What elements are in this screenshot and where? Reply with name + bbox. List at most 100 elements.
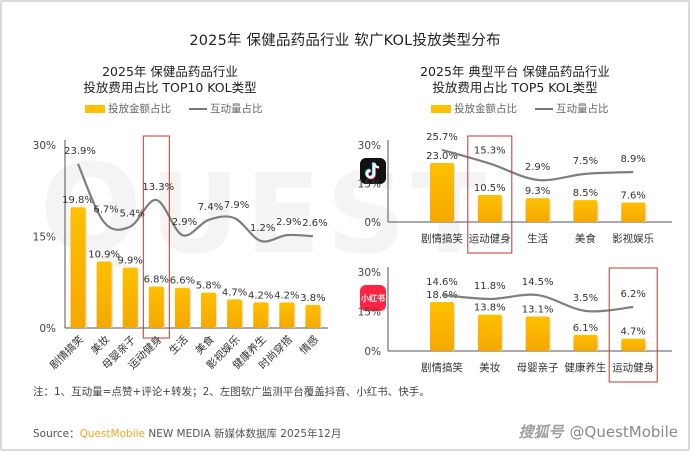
bar-value-label: 13.8% — [474, 303, 506, 314]
line-value-label: 2.9% — [172, 217, 197, 228]
y-tick-label: 30% — [33, 140, 56, 152]
x-category-label: 健康养生 — [564, 361, 606, 374]
line-value-label: 1.2% — [250, 223, 275, 234]
douyin-icon — [360, 158, 386, 184]
bar — [174, 287, 190, 328]
bar — [279, 302, 295, 328]
line-value-label: 6.2% — [620, 289, 645, 300]
line-value-label: 23.9% — [64, 146, 96, 157]
bar-value-label: 4.7% — [620, 327, 645, 338]
line-value-label: 13.3% — [142, 182, 174, 193]
x-category-label: 运动健身 — [469, 232, 511, 245]
line-value-label: 5.4% — [119, 209, 144, 220]
bar-value-label: 6.8% — [144, 275, 169, 286]
y-tick-label: 30% — [358, 267, 381, 279]
y-tick-label: 15% — [33, 232, 56, 244]
bar-value-label: 23.0% — [426, 151, 458, 162]
source-label: Source： — [33, 428, 80, 440]
left-chart-title-line1: 2025年 保健品药品行业 — [102, 64, 238, 79]
bar-value-label: 3.8% — [300, 293, 325, 304]
line-value-label: 7.4% — [198, 202, 223, 213]
line-value-label: 2.6% — [302, 218, 327, 229]
source-brand: QuestMobile — [79, 428, 145, 440]
source-line: Source：QuestMobile NEW MEDIA 新媒体数据库 2025… — [33, 426, 341, 441]
interaction-line — [76, 163, 313, 243]
bar-value-label: 10.9% — [88, 250, 120, 261]
x-category-label: 母婴亲子 — [517, 361, 559, 374]
source-rest: NEW MEDIA 新媒体数据库 2025年12月 — [145, 428, 342, 440]
line-value-label: 8.9% — [620, 154, 645, 165]
bar — [477, 195, 502, 222]
left-chart-title-line2: 投放费用占比 TOP10 KOL类型 — [83, 80, 257, 95]
x-category-label: 美食 — [575, 232, 596, 245]
y-tick-label: 30% — [358, 140, 381, 152]
x-category-label: 剧情搞笑 — [421, 361, 463, 374]
bar — [253, 302, 269, 328]
bar — [621, 338, 646, 351]
bar-value-label: 7.6% — [620, 190, 645, 201]
bar — [430, 162, 454, 222]
bar — [477, 314, 502, 351]
bar — [148, 286, 164, 328]
x-category-label: 生活 — [166, 333, 190, 357]
x-category-label: 运动健身 — [612, 361, 654, 374]
bar — [621, 202, 646, 222]
watermark-cn: 搜狐号 — [518, 423, 564, 441]
bar — [430, 302, 454, 351]
legend-bar-label: 投放金额占比 — [108, 103, 171, 115]
right-chart-title-line2: 投放费用占比 TOP5 KOL类型 — [432, 80, 598, 95]
bar — [573, 200, 598, 222]
bar-value-label: 19.8% — [62, 195, 94, 206]
line-value-label: 14.5% — [522, 277, 554, 288]
bar-value-label: 6.1% — [573, 323, 598, 334]
bar — [122, 267, 138, 328]
y-tick-label: 15% — [358, 307, 381, 319]
bar-value-label: 4.2% — [248, 290, 273, 301]
left-chart-title: 2025年 保健品药品行业 投放费用占比 TOP10 KOL类型 — [60, 64, 280, 96]
bar — [305, 304, 321, 328]
bar — [573, 334, 598, 351]
bar-value-label: 6.6% — [170, 276, 195, 287]
interaction-line — [441, 293, 634, 313]
y-tick-label: 15% — [358, 179, 381, 191]
line-value-label: 2.9% — [525, 162, 550, 173]
chart-left: 0%15%30%19.8%10.9%9.9%6.8% 6.6% 5.8%4.7% 4.… — [33, 135, 328, 372]
interaction-line — [441, 148, 634, 182]
legend-line-swatch — [535, 107, 553, 110]
right-chart-title-line1: 2025年 典型平台 保健品药品行业 — [420, 64, 610, 79]
bar-value-label: 13.1% — [522, 305, 554, 316]
sohu-watermark: 搜狐号 @QuestMobile — [519, 421, 678, 442]
bar-value-label: 10.5% — [474, 183, 506, 194]
bar-value-label: 5.8% — [196, 281, 221, 292]
chart-right-bottom: 0%15%30%18.6%13.8% 13.1%6.1% 4.7%14.6% 11.8… — [358, 267, 672, 383]
bar — [525, 198, 550, 222]
x-category-label: 剧情搞笑 — [47, 333, 86, 372]
legend-line-swatch — [189, 107, 207, 110]
bar — [525, 316, 550, 351]
watermark-handle: @QuestMobile — [569, 423, 678, 441]
line-value-label: 7.5% — [573, 156, 598, 167]
y-tick-label: 0% — [364, 346, 381, 358]
line-value-label: 15.3% — [474, 146, 506, 157]
x-category-label: 影视娱乐 — [612, 232, 654, 245]
main-title: 2025年 保健品药品行业 软广KOL投放类型分布 — [189, 33, 501, 49]
chart-right-top: 0% 15% 30% 23.0% 10.5% 9.3% 8.5% 7.6% 25.7% 15.3%… — [358, 132, 672, 254]
line-value-label: 25.7% — [426, 132, 458, 143]
line-value-label: 14.6% — [426, 277, 458, 288]
line-value-label: 2.9% — [276, 217, 301, 228]
footnote: 注：1、互动量=点赞+评论+转发；2、左图软广监测平台覆盖抖音、小红书、快手。 — [33, 386, 430, 398]
highlight-box — [142, 135, 170, 339]
bar — [70, 207, 86, 328]
x-category-label: 情感 — [297, 333, 321, 357]
y-tick-label: 0% — [39, 323, 56, 335]
right-legend: 投放金额占比 互动量占比 — [431, 101, 609, 116]
y-tick-label: 0% — [364, 217, 381, 229]
legend-bar-label: 投放金额占比 — [454, 103, 517, 115]
bar-value-label: 4.7% — [222, 287, 247, 298]
background-watermark: Q — [40, 140, 149, 279]
bar-value-label: 9.3% — [525, 186, 550, 197]
legend-line-label: 互动量占比 — [556, 103, 609, 115]
x-category-label: 剧情搞笑 — [421, 232, 463, 245]
